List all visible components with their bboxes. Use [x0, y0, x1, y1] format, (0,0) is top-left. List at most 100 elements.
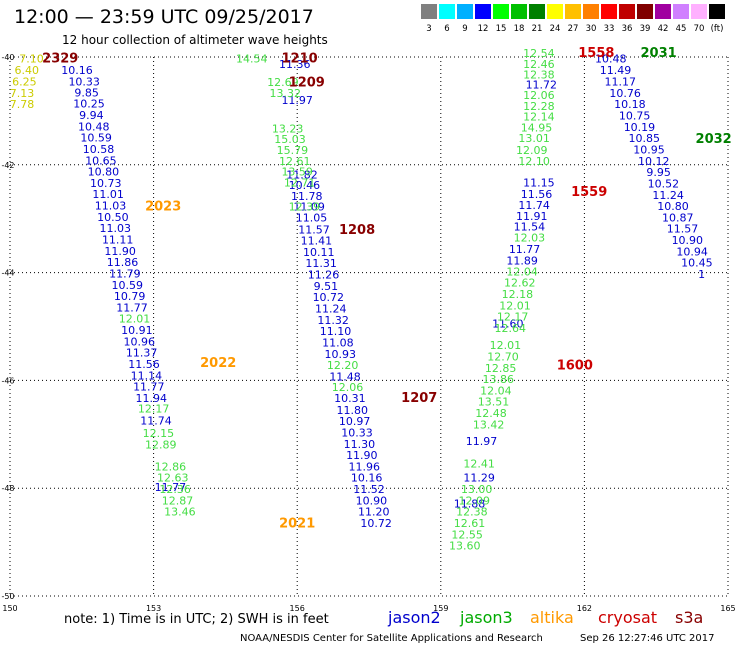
data-point-label: 10.90 — [672, 234, 704, 247]
data-point-label: 11.49 — [600, 64, 632, 77]
data-point-label: 11.24 — [315, 302, 347, 315]
data-point-label: 10.25 — [73, 98, 105, 111]
color-scale-label: 21 — [531, 24, 543, 34]
data-point-label: 12.04 — [480, 384, 512, 397]
data-point-label: 12.10 — [518, 155, 550, 168]
color-scale-swatch — [619, 4, 635, 19]
data-point-label: 11.80 — [336, 404, 368, 417]
data-point-label: 10.85 — [628, 132, 660, 145]
x-tick-label: 150 — [2, 604, 17, 613]
data-point-label: 11.82 — [286, 168, 318, 181]
data-point-label: 10.72 — [360, 517, 392, 530]
data-point-label: 10.50 — [97, 211, 129, 224]
data-point-label: 10.31 — [334, 392, 366, 405]
y-tick-label: -50 — [1, 592, 14, 601]
data-point-label: 12.01 — [499, 299, 531, 312]
data-point-label: 10.94 — [676, 245, 708, 258]
y-tick-label: -48 — [1, 484, 14, 493]
data-point-label: 12.41 — [463, 458, 495, 471]
data-point-label: 10.87 — [662, 211, 694, 224]
data-point-label: 11.41 — [301, 235, 333, 248]
data-point-label: 10.58 — [83, 143, 115, 156]
data-point-label: 11.31 — [305, 257, 337, 270]
legend-item-s3a: s3a — [675, 608, 704, 627]
data-point-label: 10.72 — [313, 291, 345, 304]
data-point-label: 13.00 — [461, 483, 493, 496]
page-title: 12:00 — 23:59 UTC 09/25/2017 — [14, 6, 314, 28]
legend-item-jason3: jason3 — [460, 608, 513, 627]
data-point-label: 11.94 — [135, 392, 167, 405]
data-point-label: 11.03 — [100, 222, 132, 235]
data-point-label: 11.74 — [518, 199, 550, 212]
color-scale-label: 15 — [495, 24, 507, 34]
data-point-label: 12.01 — [490, 339, 522, 352]
track-id-label: 2022 — [200, 356, 236, 371]
data-point-label: 12.61 — [454, 517, 486, 530]
data-point-label: 13.86 — [482, 373, 514, 386]
color-scale-swatch — [655, 4, 671, 19]
data-point-label: 10.46 — [289, 179, 321, 192]
data-point-label: 11.30 — [344, 438, 376, 451]
data-point-label: 11.05 — [296, 211, 328, 224]
data-point-label: 10.79 — [114, 290, 146, 303]
track-labels: 2329 1210 1209 2023 1208 2022 1207 2021 1558 2031… — [42, 46, 732, 532]
data-point-label: 11.77 — [155, 481, 187, 494]
color-scale-label: 27 — [567, 24, 579, 34]
data-point-label: 10.33 — [68, 76, 100, 89]
data-point-label: 9.94 — [79, 109, 104, 122]
data-point-label: 11.36 — [279, 58, 311, 71]
color-scale-swatch — [673, 4, 689, 19]
data-point-label: 11.60 — [492, 318, 524, 331]
color-scale-swatch — [421, 4, 437, 19]
y-tick-label: -42 — [1, 161, 14, 170]
data-point-label: 12.09 — [459, 494, 491, 507]
data-point-label: 12.71 — [284, 176, 316, 189]
track-id-label: 1600 — [557, 359, 593, 374]
data-point-label: 10.33 — [341, 426, 373, 439]
x-tick-label: 156 — [290, 604, 305, 613]
track-id-label: 2021 — [279, 517, 315, 532]
data-point-label: 14.54 — [236, 52, 268, 65]
data-point-label: 10.75 — [619, 110, 651, 123]
color-scale-swatch — [709, 4, 725, 19]
data-point-label: 10.12 — [638, 155, 670, 168]
track-id-label: 1210 — [281, 51, 317, 66]
data-point-label: 11.77 — [116, 301, 148, 314]
data-point-label: 10.80 — [657, 200, 689, 213]
data-point-label: 12.15 — [143, 427, 175, 440]
color-scale-label: 36 — [621, 24, 633, 34]
data-point-label: 11.26 — [308, 269, 340, 282]
data-point-label: 9.51 — [314, 280, 339, 293]
color-scale-label: 33 — [603, 24, 615, 34]
data-point-label: 12.28 — [523, 100, 555, 113]
data-point-label: 12.64 — [494, 322, 526, 335]
legend-item-cryosat: cryosat — [598, 608, 658, 627]
data-point-label: 11.09 — [293, 201, 325, 214]
track-id-label: 1209 — [289, 76, 325, 91]
data-point-label: 10.80 — [88, 166, 120, 179]
legend-item-jason2: jason2 — [388, 608, 441, 627]
x-tick-label: 162 — [577, 604, 592, 613]
color-scale-swatch — [637, 4, 653, 19]
data-point-label: 10.48 — [78, 120, 110, 133]
data-point-label: 11.56 — [128, 358, 160, 371]
chart-subtitle: 12 hour collection of altimeter wave hei… — [62, 33, 328, 47]
footnote: note: 1) Time is in UTC; 2) SWH is in fe… — [64, 612, 329, 627]
data-point-label: 12.61 — [279, 155, 311, 168]
data-point-label: 13.46 — [164, 506, 196, 519]
track-id-label: 1207 — [401, 391, 437, 406]
data-point-label: 14.95 — [521, 121, 553, 134]
data-point-label: 6.25 — [12, 76, 37, 89]
track-id-label: 2023 — [145, 200, 181, 215]
data-point-label: 11.88 — [454, 498, 486, 511]
data-point-label: 10.19 — [624, 121, 656, 134]
data-point-label: 10.52 — [648, 177, 680, 190]
data-point-label: 12.89 — [145, 438, 177, 451]
y-tick-label: -44 — [1, 269, 14, 278]
data-point-label: 12.46 — [523, 58, 555, 71]
data-point-label: 12.38 — [456, 506, 488, 519]
track-id-label: 2031 — [640, 46, 676, 61]
y-tick-label: -40 — [1, 53, 14, 62]
data-point-label: 12.38 — [523, 69, 555, 82]
data-point-label: 11.37 — [126, 347, 158, 360]
